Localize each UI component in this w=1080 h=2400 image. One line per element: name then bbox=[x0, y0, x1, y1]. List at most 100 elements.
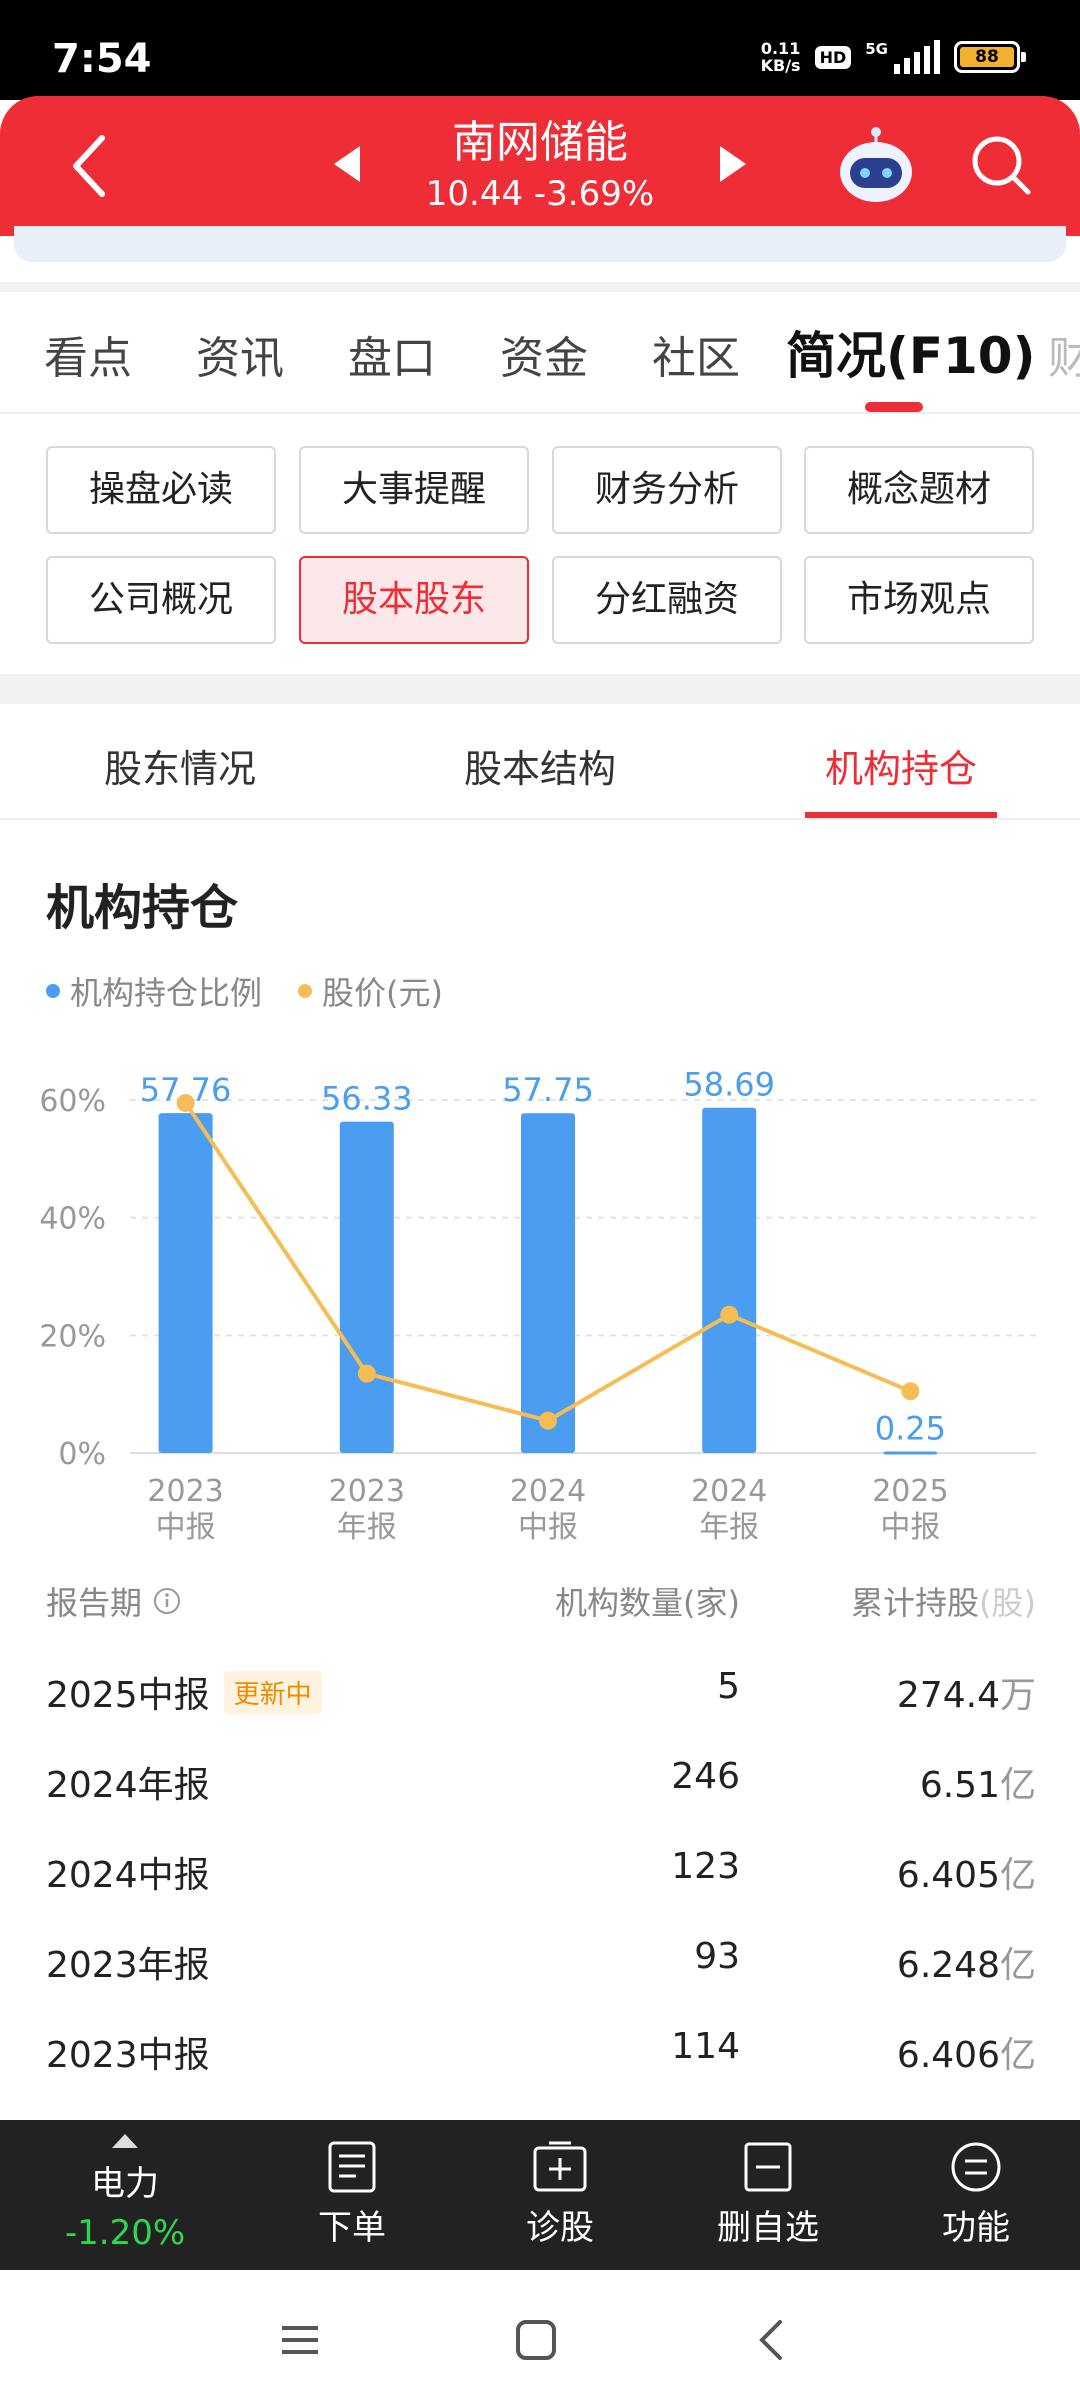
net-speed-value: 0.11 bbox=[760, 39, 801, 58]
price-point bbox=[720, 1305, 739, 1324]
financial-analysis-button[interactable]: 财务分析 bbox=[552, 446, 782, 534]
row-period: 2023中报 bbox=[46, 2035, 210, 2076]
home-icon[interactable] bbox=[506, 2310, 566, 2370]
row-period: 2024年报 bbox=[46, 1765, 210, 1806]
tab-community[interactable]: 社区 bbox=[652, 333, 740, 384]
subtab-shareholders[interactable]: 股东情况 bbox=[103, 747, 256, 791]
remove-watchlist-button[interactable]: 删自选 bbox=[683, 2140, 853, 2249]
bar bbox=[339, 1121, 394, 1453]
remove-watchlist-label: 删自选 bbox=[717, 2208, 819, 2248]
network-type: 5G bbox=[865, 40, 888, 58]
table-row[interactable]: 2024年报 246 6.51亿 bbox=[0, 1756, 1080, 1846]
dividends-button[interactable]: 分红融资 bbox=[552, 556, 782, 644]
order-button[interactable]: 下单 bbox=[267, 2140, 437, 2249]
header-holdings-label: 累计持股 bbox=[851, 1584, 980, 1622]
row-holdings-unit: 亿 bbox=[999, 1765, 1036, 1806]
subtab-institutional[interactable]: 机构持仓 bbox=[824, 747, 977, 791]
sector-name: 电力 bbox=[91, 2164, 159, 2204]
table-row[interactable]: 2023年报 93 6.248亿 bbox=[0, 1936, 1080, 2026]
stock-name: 南网储能 bbox=[452, 117, 628, 168]
bar bbox=[883, 1451, 938, 1455]
tab-finance-partial[interactable]: 财 bbox=[1048, 333, 1080, 384]
legend-line[interactable]: 股价(元) bbox=[298, 968, 443, 1014]
sub-tabs: 股东情况 股本结构 机构持仓 bbox=[0, 704, 1080, 820]
remove-watchlist-icon bbox=[744, 2142, 792, 2192]
order-icon bbox=[328, 2141, 376, 2193]
subtab-indicator bbox=[805, 812, 997, 818]
bar-value-label: 58.69 bbox=[683, 1066, 775, 1104]
subtab-share-structure[interactable]: 股本结构 bbox=[463, 747, 616, 791]
table-row[interactable]: 2024中报 123 6.405亿 bbox=[0, 1846, 1080, 1936]
diagnose-icon bbox=[533, 2141, 587, 2192]
stock-header: 南网储能 10.44 -3.69% bbox=[0, 96, 1080, 236]
shareholders-button[interactable]: 股本股东 bbox=[299, 556, 529, 644]
search-icon[interactable] bbox=[966, 130, 1036, 200]
concepts-button[interactable]: 概念题材 bbox=[804, 446, 1034, 534]
legend-line-dot bbox=[298, 984, 313, 998]
legend-bar[interactable]: 机构持仓比例 bbox=[46, 968, 262, 1014]
status-time: 7:54 bbox=[52, 36, 152, 82]
tab-funds[interactable]: 资金 bbox=[500, 333, 588, 384]
row-holdings: 6.405亿 bbox=[897, 1846, 1036, 1898]
row-count: 114 bbox=[671, 2026, 740, 2067]
row-period-label: 2025中报 bbox=[46, 1675, 210, 1716]
tab-highlights[interactable]: 看点 bbox=[44, 333, 132, 384]
caret-up-icon bbox=[112, 2134, 138, 2148]
recent-apps-icon[interactable] bbox=[270, 2310, 330, 2370]
x-tick-label: 年报 bbox=[699, 1510, 759, 1545]
y-tick-label: 0% bbox=[58, 1437, 106, 1472]
events-button[interactable]: 大事提醒 bbox=[299, 446, 529, 534]
company-profile-button[interactable]: 公司概况 bbox=[46, 556, 276, 644]
updating-badge: 更新中 bbox=[223, 1670, 322, 1714]
battery-icon: 88 bbox=[954, 41, 1026, 73]
tab-f10[interactable]: 简况(F10) bbox=[786, 327, 1036, 385]
sector-change: -1.20% bbox=[64, 2213, 186, 2253]
market-views-button[interactable]: 市场观点 bbox=[804, 556, 1034, 644]
row-holdings-unit: 亿 bbox=[999, 1855, 1036, 1896]
row-period: 2025中报 更新中 bbox=[46, 1666, 322, 1718]
tab-quote[interactable]: 盘口 bbox=[348, 333, 436, 384]
row-holdings-unit: 亿 bbox=[999, 1945, 1036, 1986]
row-period: 2023年报 bbox=[46, 1945, 210, 1986]
sector-indicator[interactable]: 电力 -1.20% bbox=[40, 2132, 210, 2253]
table-row[interactable]: 2025中报 更新中 5 274.4万 bbox=[0, 1666, 1080, 1756]
table-row[interactable]: 2023中报 114 6.406亿 bbox=[0, 2026, 1080, 2116]
section-title: 机构持仓 bbox=[46, 880, 239, 936]
row-holdings-value: 6.405 bbox=[896, 1855, 1000, 1896]
trading-guide-button[interactable]: 操盘必读 bbox=[46, 446, 276, 534]
status-bar: 7:54 0.11 KB/s HD 5G 88 bbox=[0, 0, 1080, 100]
functions-button[interactable]: 功能 bbox=[891, 2140, 1061, 2249]
main-tabs: 看点 资讯 盘口 资金 社区 简况(F10) 财 bbox=[0, 292, 1080, 414]
bar-value-label: 57.75 bbox=[502, 1071, 594, 1109]
header-count: 机构数量(家) bbox=[555, 1584, 740, 1622]
bar-value-label: 56.33 bbox=[321, 1080, 413, 1118]
back-icon[interactable] bbox=[742, 2310, 802, 2370]
bar bbox=[158, 1113, 213, 1453]
bottom-action-bar: 电力 -1.20% 下单 诊股 删自选 功能 bbox=[0, 2120, 1080, 2270]
previous-stock-icon[interactable] bbox=[330, 142, 364, 186]
table-header: 报告期 机构数量(家) 累计持股(股) bbox=[0, 1578, 1080, 1628]
legend-line-label: 股价(元) bbox=[322, 974, 443, 1012]
bar bbox=[702, 1107, 757, 1453]
system-nav-bar bbox=[0, 2270, 1080, 2400]
row-holdings: 6.248亿 bbox=[897, 1936, 1036, 1988]
info-icon[interactable] bbox=[152, 1586, 182, 1616]
functions-label: 功能 bbox=[942, 2208, 1010, 2248]
x-tick-label: 2024 bbox=[510, 1474, 586, 1509]
back-arrow-icon[interactable] bbox=[60, 126, 120, 206]
signal-icon: 5G bbox=[865, 40, 940, 74]
x-tick-label: 2023 bbox=[329, 1474, 405, 1509]
price-point bbox=[539, 1411, 557, 1430]
diagnose-label: 诊股 bbox=[526, 2208, 594, 2248]
tab-news[interactable]: 资讯 bbox=[196, 333, 284, 384]
bar-value-label: 0.25 bbox=[875, 1410, 946, 1448]
next-stock-icon[interactable] bbox=[716, 142, 750, 186]
legend-bar-dot bbox=[46, 984, 60, 998]
diagnose-button[interactable]: 诊股 bbox=[475, 2140, 645, 2249]
robot-assistant-icon[interactable] bbox=[836, 124, 916, 208]
y-tick-label: 60% bbox=[39, 1084, 106, 1119]
row-holdings-unit: 万 bbox=[999, 1675, 1036, 1716]
divider bbox=[0, 674, 1080, 704]
header-period: 报告期 bbox=[46, 1578, 182, 1624]
row-holdings-value: 274.4 bbox=[896, 1675, 1000, 1716]
